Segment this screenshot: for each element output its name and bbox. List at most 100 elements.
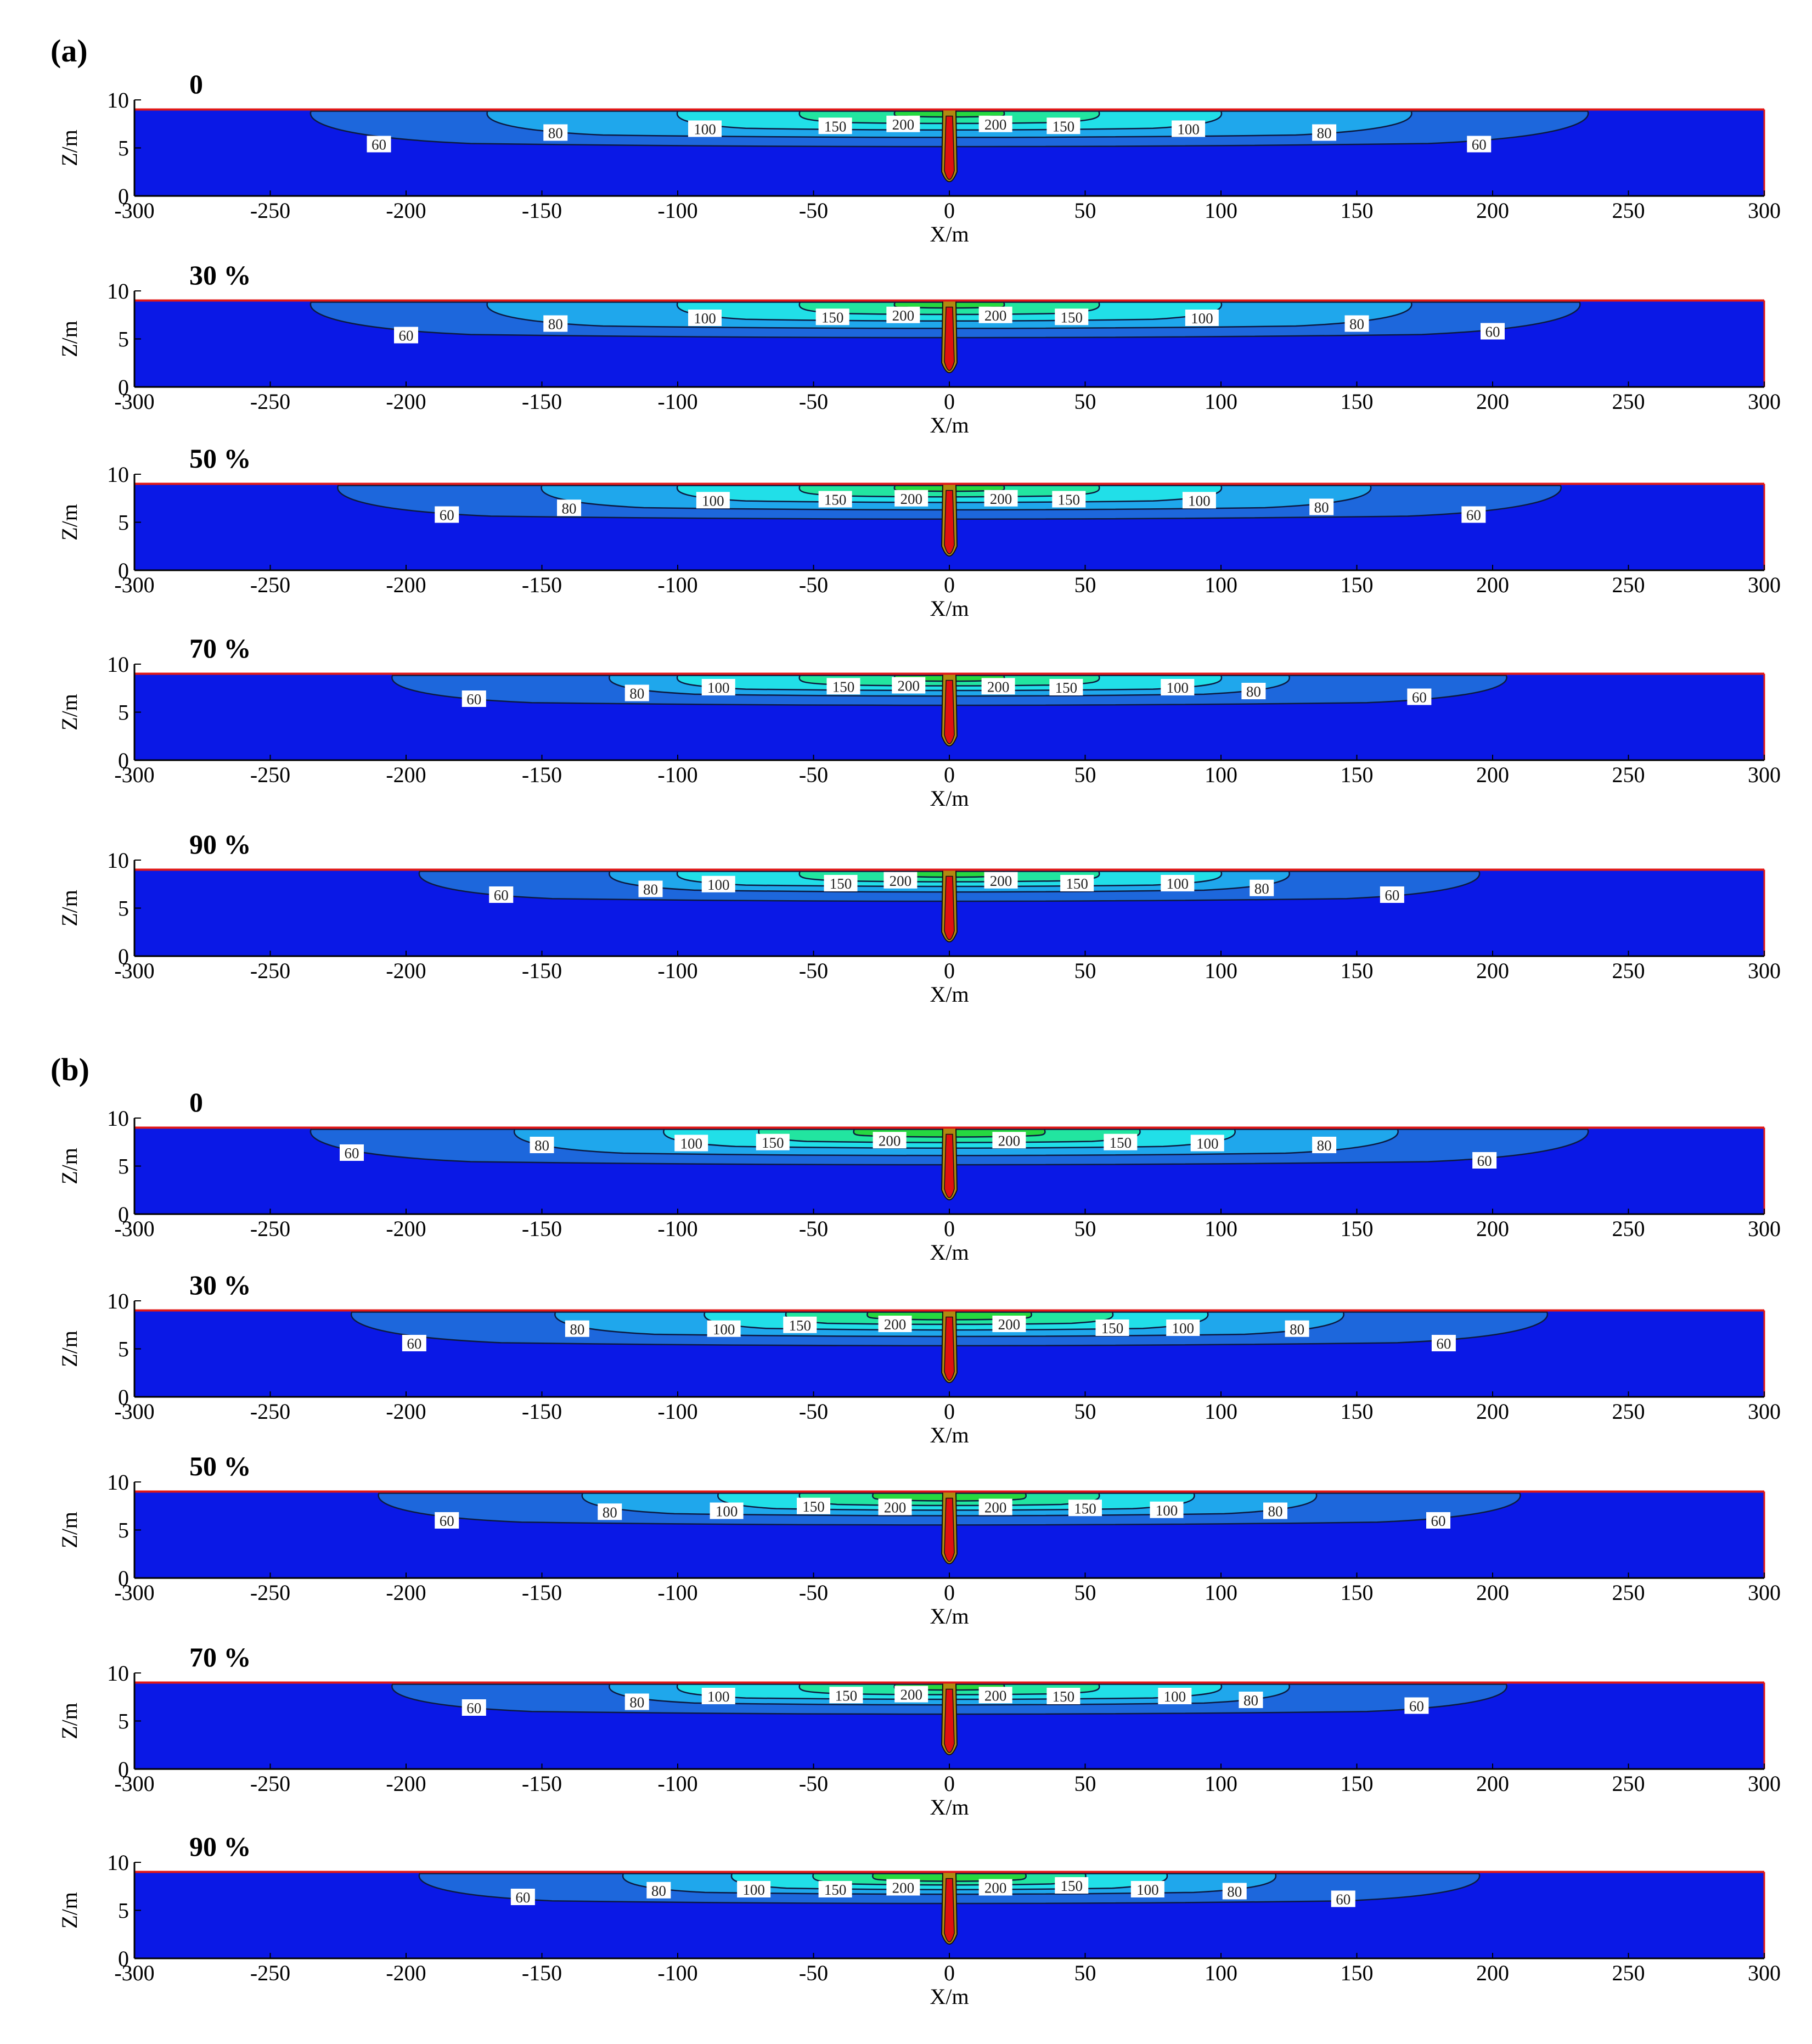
contour-label: 100 <box>707 1688 730 1705</box>
x-tick-label: -200 <box>386 572 426 597</box>
contour-label: 80 <box>629 1694 644 1711</box>
contour-label: 150 <box>1053 118 1075 134</box>
x-tick-label: 150 <box>1341 389 1374 414</box>
contour-label-box <box>873 1132 907 1149</box>
contour-label-box <box>978 1498 1012 1515</box>
contour-label: 80 <box>548 125 563 142</box>
x-tick-label: -100 <box>657 389 697 414</box>
contour-label: 60 <box>1385 887 1399 903</box>
contour-label-box <box>367 136 391 153</box>
contour-label: 200 <box>900 491 922 507</box>
panel-title: 0 <box>189 1087 203 1118</box>
contour-label: 200 <box>884 1500 907 1516</box>
contour-label-box <box>1158 1688 1192 1704</box>
x-tick-label: 300 <box>1748 198 1781 223</box>
x-tick-label: 300 <box>1748 958 1781 983</box>
contour-label: 60 <box>466 1700 481 1716</box>
contour-label: 60 <box>1436 1335 1451 1352</box>
contour-label-box <box>1431 1335 1456 1351</box>
x-tick-label: 200 <box>1476 1580 1509 1605</box>
x-tick-label: -100 <box>657 958 697 983</box>
x-tick-label: 200 <box>1476 1216 1509 1241</box>
x-axis-label: X/m <box>930 1423 969 1447</box>
contour-label: 80 <box>1349 316 1364 333</box>
z-tick-label: 5 <box>118 700 129 725</box>
x-tick-label: 50 <box>1074 762 1096 787</box>
x-tick-label: -50 <box>799 572 828 597</box>
x-tick-label: -100 <box>657 1580 697 1605</box>
contour-label: 100 <box>694 121 716 138</box>
x-tick-label: 150 <box>1341 1580 1374 1605</box>
x-tick-label: 0 <box>944 1961 955 1985</box>
z-tick-label: 10 <box>107 1850 129 1875</box>
x-tick-label: 50 <box>1074 958 1096 983</box>
x-tick-label: -200 <box>386 1580 426 1605</box>
x-tick-label: -250 <box>250 762 290 787</box>
z-tick-label: 5 <box>118 1154 129 1179</box>
contour-label: 200 <box>998 1316 1021 1333</box>
contour-label: 80 <box>548 316 563 333</box>
x-tick-label: -150 <box>522 198 562 223</box>
z-tick-label: 10 <box>107 848 129 873</box>
x-tick-label: 100 <box>1205 1216 1237 1241</box>
x-tick-label: 100 <box>1205 762 1237 787</box>
x-axis-label: X/m <box>930 222 969 246</box>
contour-label: 200 <box>990 873 1012 889</box>
x-tick-label: 0 <box>944 762 955 787</box>
x-tick-label: 150 <box>1341 1399 1374 1424</box>
contour-label: 200 <box>984 1880 1007 1896</box>
x-tick-label: 300 <box>1748 1580 1781 1605</box>
x-tick-label: -150 <box>522 1216 562 1241</box>
contour-label: 60 <box>440 1513 454 1529</box>
contour-label: 100 <box>1136 1882 1159 1898</box>
x-tick-label: -100 <box>657 762 697 787</box>
x-tick-label: -50 <box>799 1399 828 1424</box>
z-tick-label: 10 <box>107 279 129 304</box>
contour-label: 100 <box>716 1503 738 1520</box>
contour-label: 60 <box>407 1335 421 1352</box>
contour-label: 80 <box>1243 1692 1258 1709</box>
x-axis-label: X/m <box>930 1984 969 2009</box>
x-tick-label: 0 <box>944 1580 955 1605</box>
x-tick-label: -300 <box>114 1216 154 1241</box>
x-tick-label: 100 <box>1205 198 1237 223</box>
contour-label: 100 <box>1177 121 1200 138</box>
contour-label: 100 <box>707 680 730 696</box>
z-tick-label: 5 <box>118 510 129 535</box>
x-tick-label: -250 <box>250 1580 290 1605</box>
plume-core <box>944 1878 955 1942</box>
x-tick-label: -150 <box>522 762 562 787</box>
x-tick-label: -250 <box>250 958 290 983</box>
x-tick-label: 50 <box>1074 1399 1096 1424</box>
z-tick-label: 5 <box>118 1518 129 1543</box>
contour-label-box <box>1172 120 1206 137</box>
contour-label: 200 <box>892 307 915 324</box>
contour-label-box <box>886 115 920 132</box>
x-axis-label: X/m <box>930 1795 969 1820</box>
x-tick-label: 250 <box>1612 1399 1645 1424</box>
contour-label: 100 <box>680 1136 703 1152</box>
plume-core <box>944 680 955 744</box>
panel-title: 90 % <box>189 829 251 860</box>
contour-label-box <box>756 1133 790 1150</box>
contour-label-box <box>1068 1500 1102 1517</box>
x-tick-label: 150 <box>1341 958 1374 983</box>
contour-label-box <box>394 327 418 344</box>
contour-label-box <box>688 310 722 326</box>
x-tick-label: 50 <box>1074 1216 1096 1241</box>
contour-label-box <box>1130 1881 1164 1897</box>
contour-label: 60 <box>1466 507 1481 524</box>
contour-label-box <box>826 678 860 695</box>
x-tick-label: -150 <box>522 958 562 983</box>
x-tick-label: 150 <box>1341 762 1374 787</box>
contour-label-box <box>701 875 735 892</box>
contour-label-box <box>1426 1512 1450 1529</box>
contour-label-box <box>783 1316 817 1333</box>
x-tick-label: 300 <box>1748 1216 1781 1241</box>
contour-label: 200 <box>884 1316 907 1333</box>
x-tick-label: 200 <box>1476 572 1509 597</box>
